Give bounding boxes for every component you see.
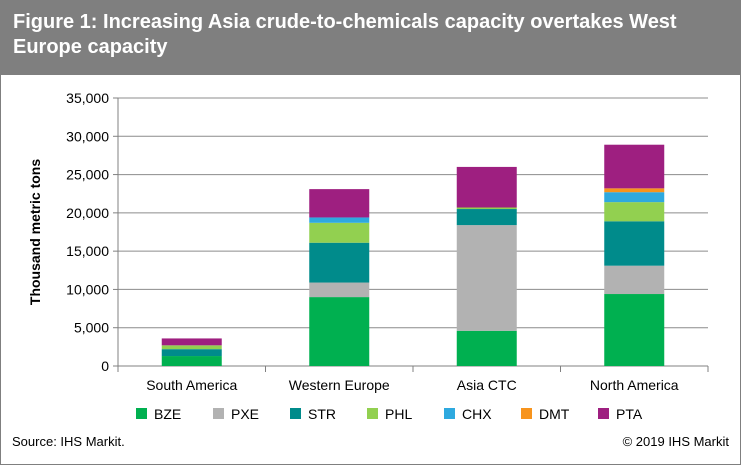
bar-segment-chx <box>309 217 370 223</box>
bar-segment-phl <box>161 345 222 350</box>
chart-title: Figure 1: Increasing Asia crude-to-chemi… <box>13 11 677 58</box>
legend-label-chx: CHX <box>462 406 492 422</box>
legend-swatch-pxe <box>213 408 224 419</box>
bar-segment-phl <box>604 202 665 222</box>
legend-label-str: STR <box>308 406 336 422</box>
bar-segment-phl <box>456 207 517 210</box>
legend-swatch-str <box>290 408 301 419</box>
source-note: Source: IHS Markit. <box>12 434 125 449</box>
x-category-label: North America <box>590 377 679 393</box>
legend-swatch-bze <box>136 408 147 419</box>
bar-segment-bze <box>604 294 665 366</box>
bar-segment-str <box>309 242 370 283</box>
y-tick-label: 0 <box>101 358 109 374</box>
x-category-label: Asia CTC <box>457 377 517 393</box>
bar-segment-pxe <box>456 225 517 331</box>
bar-segment-pta <box>161 338 222 346</box>
legend-label-bze: BZE <box>154 406 181 422</box>
legend-swatch-pta <box>598 408 609 419</box>
legend-swatch-chx <box>444 408 455 419</box>
bar-segment-pxe <box>604 265 665 295</box>
y-tick-label: 25,000 <box>66 167 109 183</box>
y-tick-label: 20,000 <box>66 205 109 221</box>
copyright-note: © 2019 IHS Markit <box>622 434 729 449</box>
y-tick-label: 5,000 <box>74 320 109 336</box>
legend-label-phl: PHL <box>385 406 412 422</box>
bar-segment-pta <box>456 166 517 208</box>
title-bar: Figure 1: Increasing Asia crude-to-chemi… <box>1 1 740 75</box>
y-tick-label: 10,000 <box>66 281 109 297</box>
x-category-label: Western Europe <box>289 377 390 393</box>
legend-swatch-dmt <box>521 408 532 419</box>
legend-swatch-phl <box>367 408 378 419</box>
bar-segment-pta <box>309 189 370 218</box>
bar-segment-str <box>604 221 665 266</box>
y-tick-label: 15,000 <box>66 243 109 259</box>
bar-segment-pxe <box>309 282 370 298</box>
y-tick-label: 35,000 <box>66 90 109 106</box>
bar-segment-str <box>161 349 222 357</box>
legend-label-dmt: DMT <box>539 406 570 422</box>
y-tick-label: 30,000 <box>66 128 109 144</box>
bar-segment-dmt <box>604 188 665 193</box>
bar-segment-bze <box>456 330 517 366</box>
legend-label-pxe: PXE <box>231 406 259 422</box>
legend-label-pta: PTA <box>616 406 643 422</box>
bar-segment-str <box>456 209 517 226</box>
x-category-label: South America <box>146 377 237 393</box>
bar-segment-pta <box>604 144 665 189</box>
bar-segment-bze <box>309 297 370 366</box>
bar-segment-bze <box>161 356 222 366</box>
y-axis-title: Thousand metric tons <box>27 159 43 305</box>
bar-segment-phl <box>309 222 370 243</box>
bar-segment-chx <box>604 192 665 203</box>
